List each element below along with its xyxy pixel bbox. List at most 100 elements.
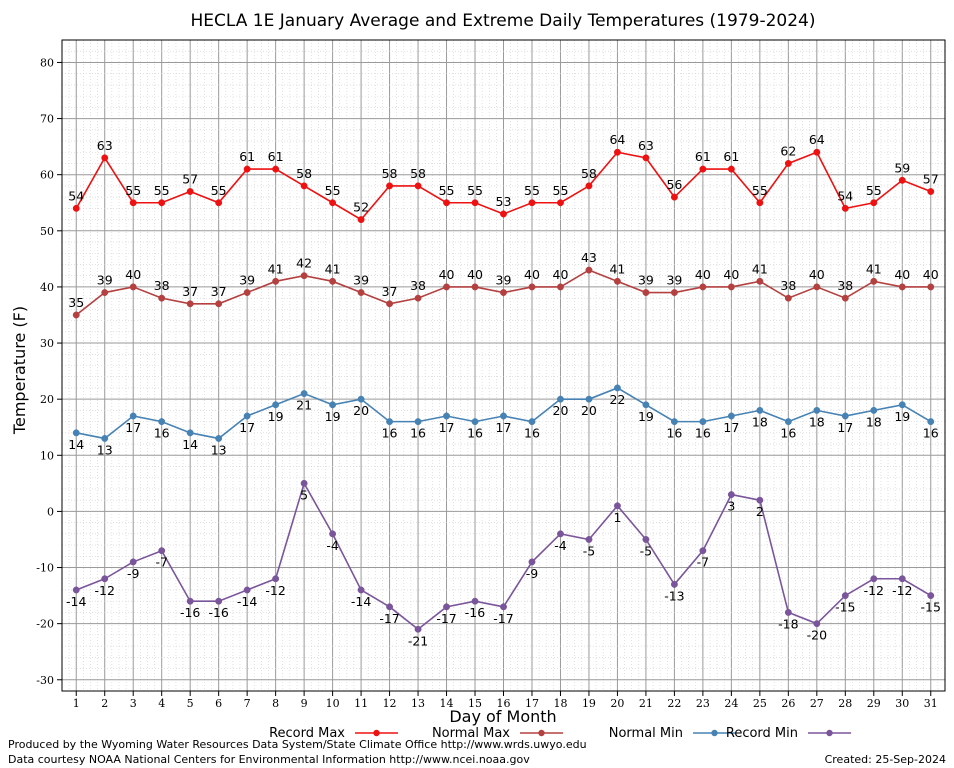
normal-max-value-label: 41 (609, 261, 625, 276)
record-min-point (443, 603, 450, 611)
normal-min-point (699, 418, 707, 426)
normal-min-point (215, 435, 223, 442)
x-tick-label: 20 (610, 697, 624, 710)
normal-max-point (443, 283, 450, 291)
record-max-value-label: 55 (211, 183, 227, 198)
normal-min-value-label: 17 (125, 420, 141, 435)
record-max-point (557, 199, 564, 207)
record-min-value-label: -14 (237, 594, 257, 609)
x-tick-label: 12 (383, 697, 397, 710)
record-max-point (186, 188, 194, 195)
normal-max-point (784, 294, 792, 302)
record-min-point (72, 586, 80, 594)
record-max-point (386, 182, 394, 190)
record-max-point (471, 199, 479, 207)
normal-min-point (386, 418, 394, 426)
record-max-point (500, 210, 507, 218)
normal-max-value-label: 39 (353, 273, 369, 288)
record-min-point (357, 586, 365, 594)
record-max-point (357, 216, 365, 224)
normal-min-value-label: 20 (581, 403, 597, 418)
x-tick-label: 14 (440, 697, 454, 710)
normal-min-value-label: 16 (666, 426, 682, 441)
normal-min-value-label: 18 (809, 414, 825, 429)
normal-min-point (756, 406, 764, 414)
normal-min-value-label: 20 (553, 403, 569, 418)
legend-marker-normal-max (538, 729, 545, 737)
record-max-value-label: 54 (68, 188, 84, 203)
record-max-value-label: 58 (382, 166, 398, 181)
record-min-point (500, 603, 507, 611)
normal-min-value-label: 19 (325, 409, 341, 424)
record-max-point (101, 154, 109, 162)
normal-min-value-label: 17 (837, 420, 853, 435)
record-max-point (727, 165, 735, 173)
record-max-value-label: 58 (581, 166, 597, 181)
normal-max-value-label: 40 (439, 267, 455, 282)
legend-marker-normal-min (711, 729, 718, 737)
record-max-value-label: 52 (353, 200, 369, 215)
normal-min-value-label: 16 (410, 426, 426, 441)
normal-min-point (101, 435, 109, 442)
normal-min-point (557, 395, 564, 403)
x-tick-label: 23 (696, 697, 710, 710)
normal-max-value-label: 40 (723, 267, 739, 282)
record-min-point (841, 592, 849, 600)
record-min-point (927, 592, 935, 600)
x-tick-label: 8 (272, 697, 279, 710)
record-min-point (158, 547, 166, 555)
record-min-point (898, 575, 906, 583)
record-min-value-label: -9 (526, 566, 539, 581)
normal-max-value-label: 42 (296, 256, 312, 271)
normal-max-point (528, 283, 536, 291)
record-min-value-label: -17 (493, 611, 513, 626)
x-tick-label: 25 (753, 697, 767, 710)
normal-min-point (414, 418, 422, 426)
record-min-point (557, 530, 564, 538)
normal-min-point (670, 418, 678, 426)
record-max-value-label: 61 (239, 149, 255, 164)
normal-max-point (414, 294, 422, 302)
x-tick-label: 2 (101, 697, 108, 710)
normal-max-value-label: 39 (97, 273, 113, 288)
legend-marker-record-min (826, 729, 833, 737)
legend-label-record-min: Record Min (726, 726, 798, 741)
record-max-point (158, 199, 166, 207)
record-min-value-label: -20 (807, 628, 827, 643)
normal-min-value-label: 20 (353, 403, 369, 418)
record-min-point (215, 597, 223, 605)
record-min-point (613, 502, 621, 510)
record-max-value-label: 61 (268, 149, 284, 164)
x-tick-label: 10 (326, 697, 340, 710)
record-max-value-label: 55 (752, 183, 768, 198)
normal-min-point (642, 401, 650, 409)
normal-max-point (613, 277, 621, 285)
record-max-value-label: 63 (97, 138, 113, 153)
x-tick-label: 16 (497, 697, 511, 710)
record-min-value-label: -7 (697, 555, 709, 570)
normal-max-point (500, 289, 507, 296)
record-min-value-label: -5 (583, 543, 595, 558)
y-tick-label: -30 (36, 674, 54, 687)
record-min-value-label: -14 (351, 594, 371, 609)
normal-min-point (585, 395, 593, 403)
normal-min-value-label: 16 (780, 426, 796, 441)
normal-max-value-label: 40 (125, 267, 141, 282)
x-tick-label: 29 (867, 697, 881, 710)
x-tick-label: 7 (244, 697, 251, 710)
record-max-value-label: 63 (638, 138, 654, 153)
x-tick-label: 11 (354, 697, 368, 710)
normal-min-value-label: 19 (268, 409, 284, 424)
chart-title: HECLA 1E January Average and Extreme Dai… (191, 11, 816, 31)
record-min-value-label: 2 (756, 504, 764, 519)
y-axis-label: Temperature (F) (10, 306, 29, 435)
normal-max-point (841, 294, 849, 302)
record-max-value-label: 55 (866, 183, 882, 198)
normal-max-point (727, 283, 735, 291)
normal-min-point (186, 429, 194, 437)
normal-max-value-label: 37 (211, 284, 227, 299)
normal-max-point (927, 283, 935, 291)
normal-min-value-label: 18 (752, 414, 768, 429)
